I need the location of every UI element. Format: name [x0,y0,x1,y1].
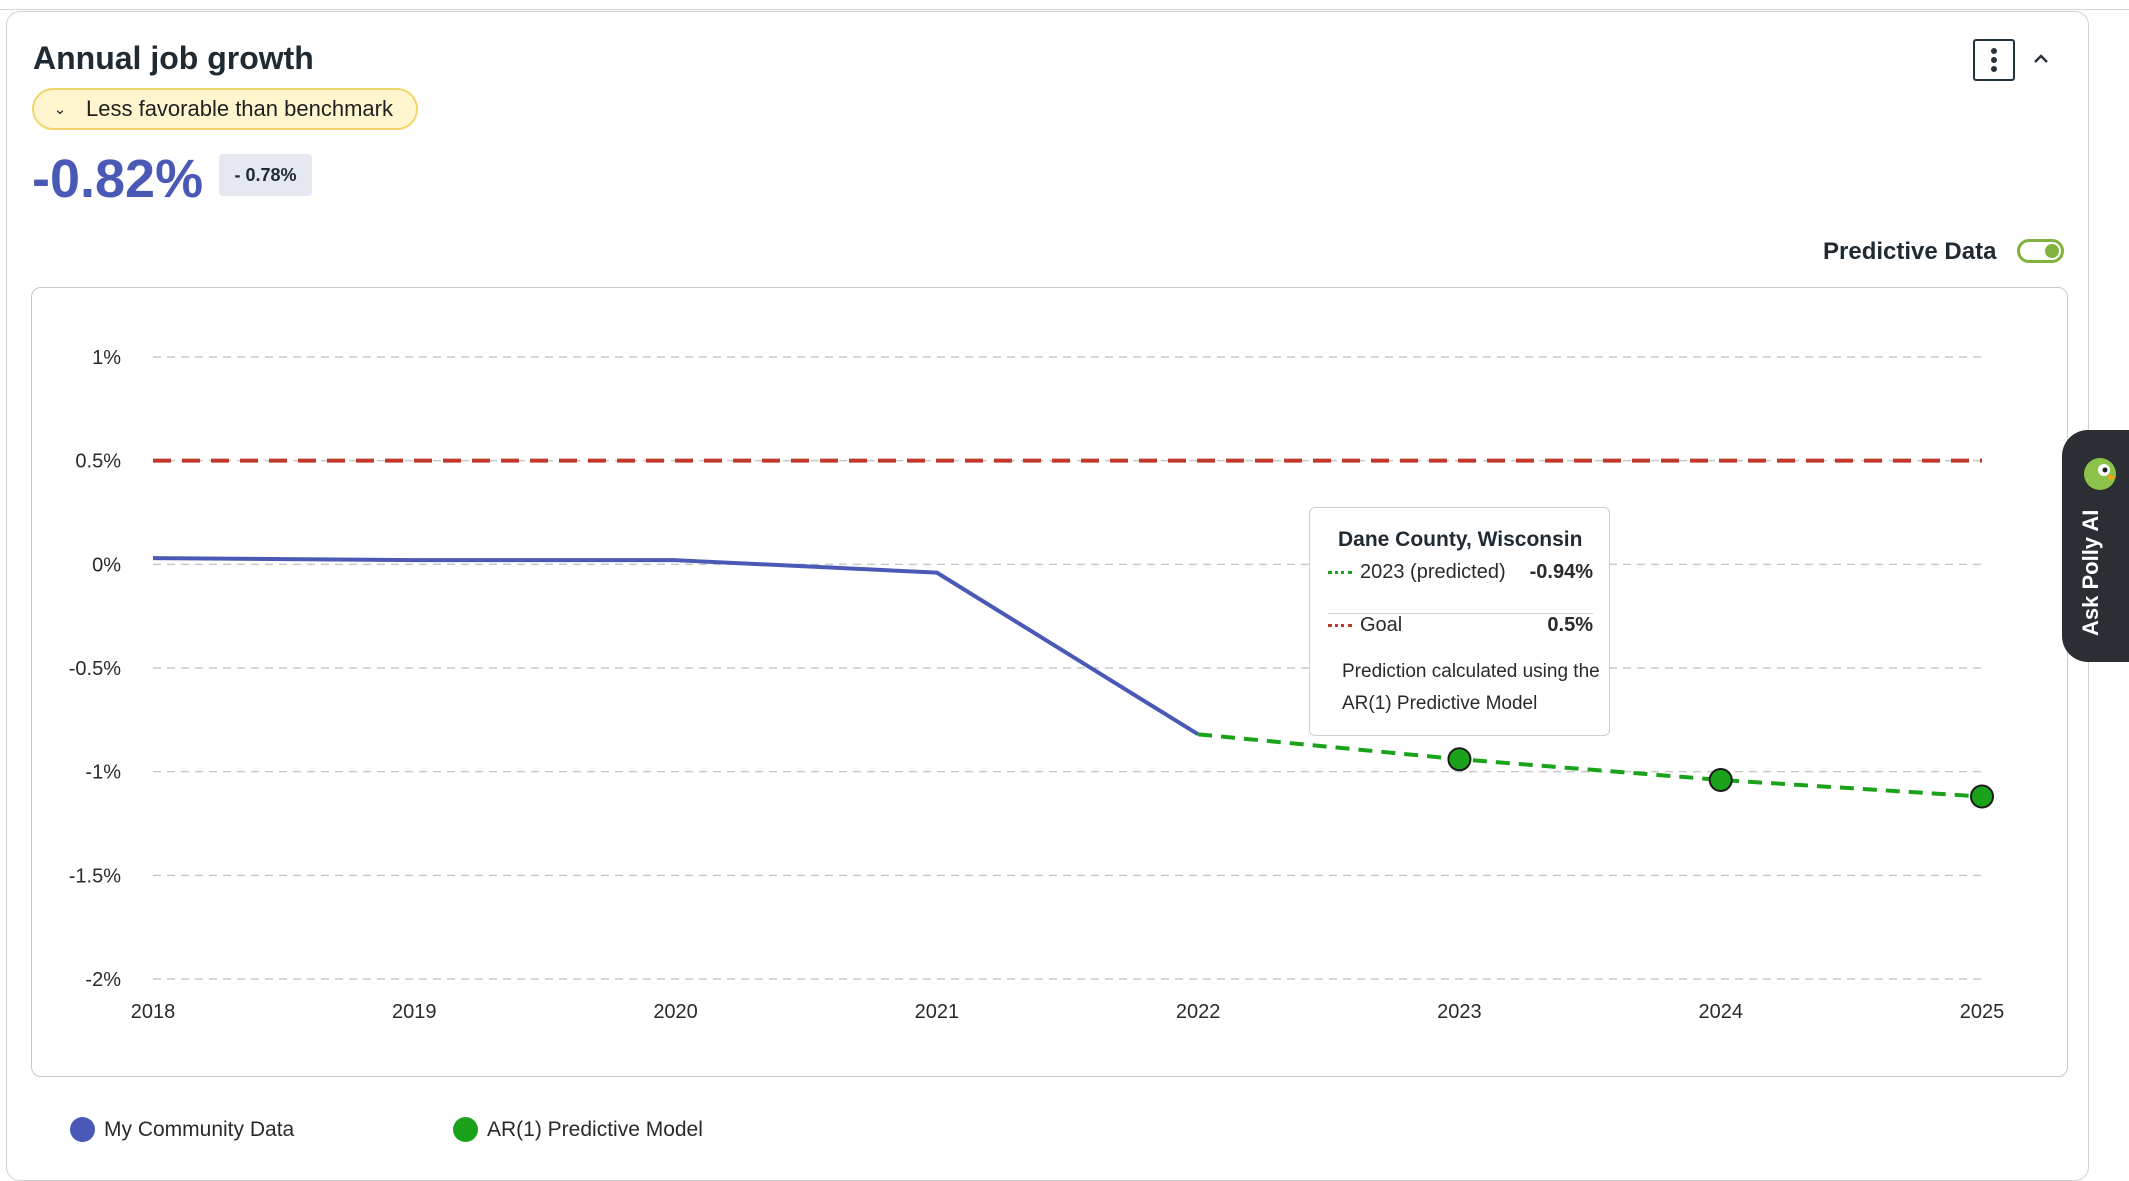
goal-line-icon [1328,623,1352,627]
chevron-down-icon: ⌄ [53,101,67,118]
legend-label: My Community Data [104,1117,295,1141]
tooltip-row-value: 0.5% [1547,613,1593,636]
x-tick-label: 2024 [1698,1001,1743,1023]
tooltip-row-label: 2023 (predicted) [1360,560,1506,583]
legend-item-predictive[interactable]: AR(1) Predictive Model [453,1117,703,1142]
ask-polly-ai-label: Ask Polly AI [2078,509,2103,636]
y-tick-label: 0% [92,554,121,576]
predictive-data-toggle[interactable] [2017,239,2064,263]
predicted-point [1970,784,1994,809]
tooltip-row-goal: Goal 0.5% [1328,611,1593,639]
predicted-point [1708,767,1733,792]
tooltip-row-label: Goal [1360,613,1403,636]
x-tick-label: 2025 [1960,1001,2005,1023]
top-divider [0,0,2129,10]
tooltip-divider [1328,613,1593,614]
chevron-up-icon [2034,54,2048,63]
legend-swatch [453,1117,478,1142]
x-tick-label: 2022 [1176,1001,1221,1023]
tooltip-title: Dane County, Wisconsin [1338,528,1583,551]
x-tick-label: 2019 [392,1001,437,1023]
predicted-line-icon [1328,570,1352,574]
legend-item-community[interactable]: My Community Data [70,1117,294,1142]
more-options-button[interactable] [1973,39,2015,81]
delta-chip: - 0.78% [219,154,312,196]
tooltip-row-value: -0.94% [1529,560,1593,583]
x-tick-label: 2020 [653,1001,698,1023]
y-tick-label: 1% [92,347,121,369]
x-tick-label: 2023 [1437,1001,1482,1023]
y-tick-label: -2% [85,969,121,991]
benchmark-badge[interactable]: ⌄ Less favorable than benchmark [32,88,418,130]
legend-swatch [70,1117,95,1142]
x-tick-label: 2018 [131,1001,176,1023]
predictive-data-label: Predictive Data [1823,238,1997,265]
y-tick-label: -0.5% [69,658,121,680]
y-tick-label: -1% [85,762,121,784]
current-value: -0.82% [32,149,204,209]
predicted-point [1447,747,1472,772]
community-series-line [152,556,1200,737]
legend-label: AR(1) Predictive Model [487,1117,703,1141]
predicted-series-line [1197,732,1983,799]
y-tick-label: 0.5% [75,451,121,473]
tooltip-row-predicted: 2023 (predicted) -0.94% [1328,558,1593,586]
collapse-button[interactable] [2026,44,2056,74]
toggle-knob [2045,244,2059,258]
chart-tooltip: Dane County, Wisconsin 2023 (predicted) … [1309,507,1610,736]
x-tick-label: 2021 [915,1001,960,1023]
benchmark-badge-label: Less favorable than benchmark [86,96,393,121]
card-title: Annual job growth [33,40,314,76]
chart-container [31,287,2068,1077]
kebab-icon [1991,48,1997,72]
parrot-icon [2084,458,2116,490]
y-tick-label: -1.5% [69,865,121,887]
tooltip-note: Prediction calculated using the AR(1) Pr… [1342,661,1600,714]
